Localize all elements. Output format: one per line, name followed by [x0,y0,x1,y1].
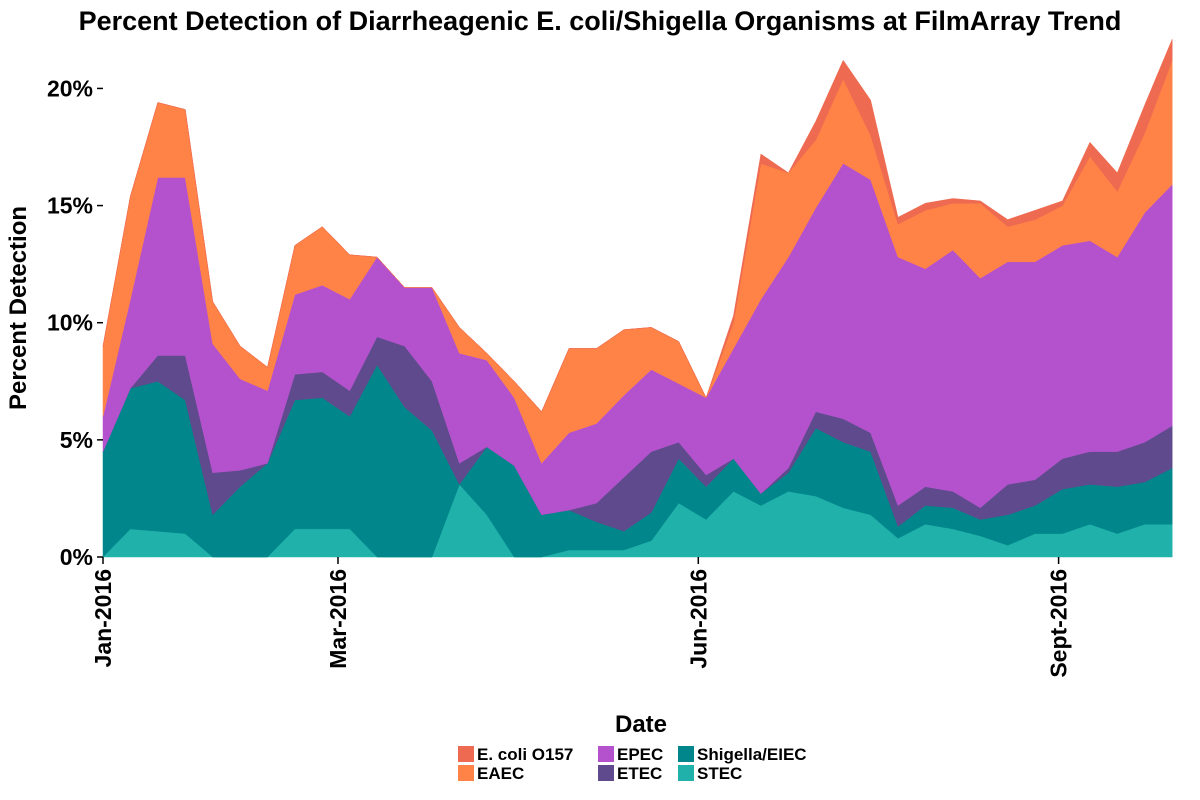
y-tick-label: 5% [60,427,93,453]
legend-swatch [678,746,694,762]
chart-title: Percent Detection of Diarrheagenic E. co… [79,6,1122,36]
legend-label: Shigella/EIEC [697,745,807,764]
y-axis: 0% 5% 10% 15% 20% [47,75,103,570]
legend-swatch [678,765,694,781]
area-e-coli-o157 [102,39,1173,413]
y-axis-title: Percent Detection [5,206,32,410]
y-tick-label: 0% [60,544,93,570]
x-tick-label: Jun-2016 [685,569,711,669]
legend-label: EAEC [477,764,524,783]
x-axis-title: Date [615,711,667,738]
legend-swatch [458,746,474,762]
stacked-areas [102,39,1173,558]
x-tick-label: Jan-2016 [90,569,116,667]
legend-label: ETEC [617,764,662,783]
legend-swatch [458,765,474,781]
legend-label: E. coli O157 [477,745,573,764]
x-axis: Jan-2016 Mar-2016 Jun-2016 Sept-2016 [90,557,1072,678]
y-tick-label: 15% [47,193,93,219]
y-tick-label: 10% [47,310,93,336]
x-tick-label: Sept-2016 [1046,569,1072,678]
legend-label: EPEC [617,745,663,764]
legend-swatch [598,746,614,762]
legend-swatch [598,765,614,781]
y-tick-label: 20% [47,75,93,101]
legend-label: STEC [697,764,742,783]
x-tick-label: Mar-2016 [325,569,351,669]
